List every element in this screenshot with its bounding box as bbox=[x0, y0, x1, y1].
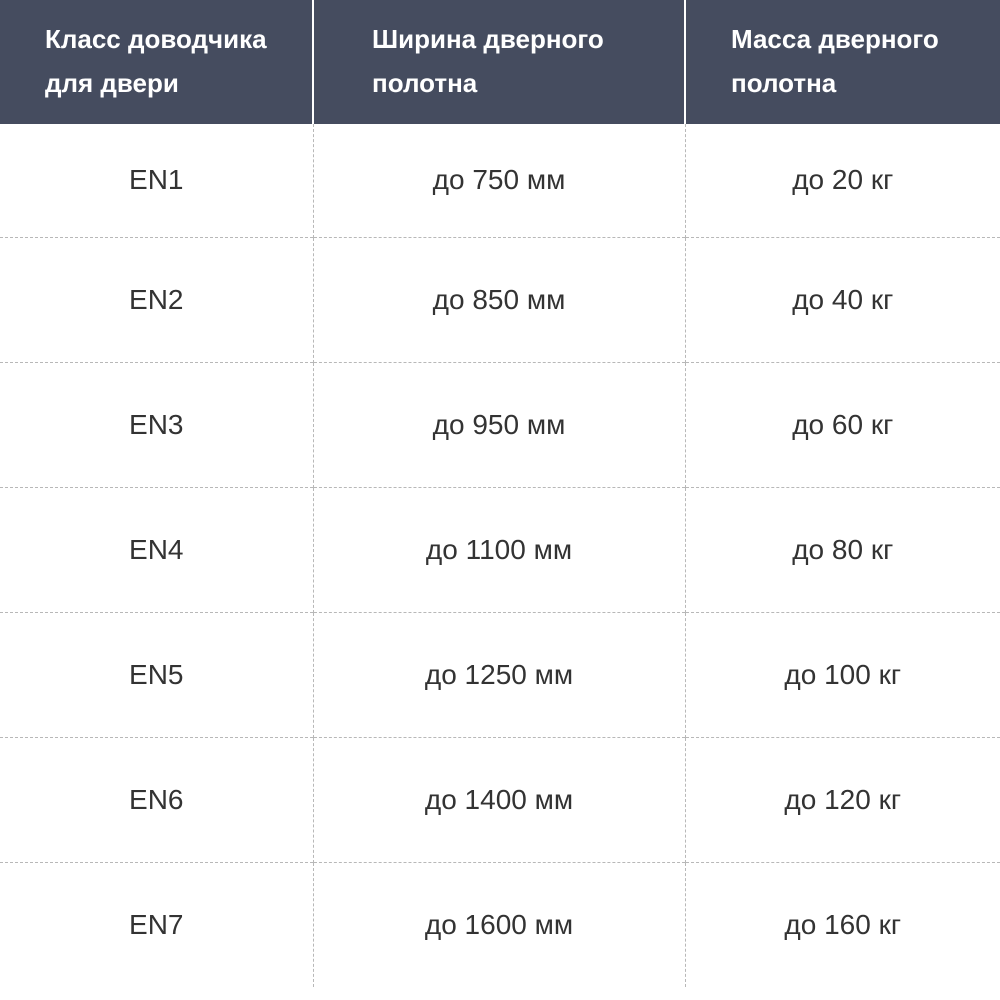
header-cell: Класс доводчика для двери bbox=[0, 0, 313, 124]
table-cell: до 1600 мм bbox=[312, 861, 685, 987]
table-row: EN5 до 1250 мм до 100 кг bbox=[0, 611, 1000, 737]
table-row: EN4 до 1100 мм до 80 кг bbox=[0, 486, 1000, 612]
table-cell: до 950 мм bbox=[312, 361, 685, 487]
table-cell: до 750 мм bbox=[312, 124, 685, 237]
table-cell: до 60 кг bbox=[684, 361, 1000, 487]
table-row: EN7 до 1600 мм до 160 кг bbox=[0, 861, 1000, 987]
table-cell: до 20 кг bbox=[684, 124, 1000, 237]
table-cell: EN5 bbox=[0, 611, 313, 737]
table-cell: до 100 кг bbox=[684, 611, 1000, 737]
table-cell: до 120 кг bbox=[684, 736, 1000, 862]
table-cell: до 40 кг bbox=[684, 236, 1000, 362]
table-row: EN1 до 750 мм до 20 кг bbox=[0, 124, 1000, 237]
table-cell: EN1 bbox=[129, 164, 184, 196]
table-cell: EN6 bbox=[0, 736, 313, 862]
table-row: EN2 до 850 мм до 40 кг bbox=[0, 236, 1000, 362]
table-cell: до 850 мм bbox=[312, 236, 685, 362]
table-cell: EN4 bbox=[0, 486, 313, 612]
table-cell: до 80 кг bbox=[684, 486, 1000, 612]
header-cell: Масса дверного полотна bbox=[684, 0, 1000, 124]
table-cell: EN2 bbox=[0, 236, 313, 362]
table-row: EN3 до 950 мм до 60 кг bbox=[0, 361, 1000, 487]
table-cell: до 1250 мм bbox=[312, 611, 685, 737]
table-cell: EN3 bbox=[0, 361, 313, 487]
table-row: EN6 до 1400 мм до 120 кг bbox=[0, 736, 1000, 862]
table-cell: до 1400 мм bbox=[312, 736, 685, 862]
header-cell: Ширина дверного полотна bbox=[312, 0, 685, 124]
table-cell: EN7 bbox=[0, 861, 313, 987]
header-row: Класс доводчика для двери Ширина дверного… bbox=[0, 0, 1000, 124]
table-header: Класс доводчика для двери Ширина дверного… bbox=[0, 0, 1000, 124]
table-cell: до 160 кг bbox=[684, 861, 1000, 987]
table-body: EN1 до 750 мм до 20 кг EN2 до 850 мм до 40 кг… bbox=[0, 124, 1000, 987]
table-cell: до 1100 мм bbox=[312, 486, 685, 612]
